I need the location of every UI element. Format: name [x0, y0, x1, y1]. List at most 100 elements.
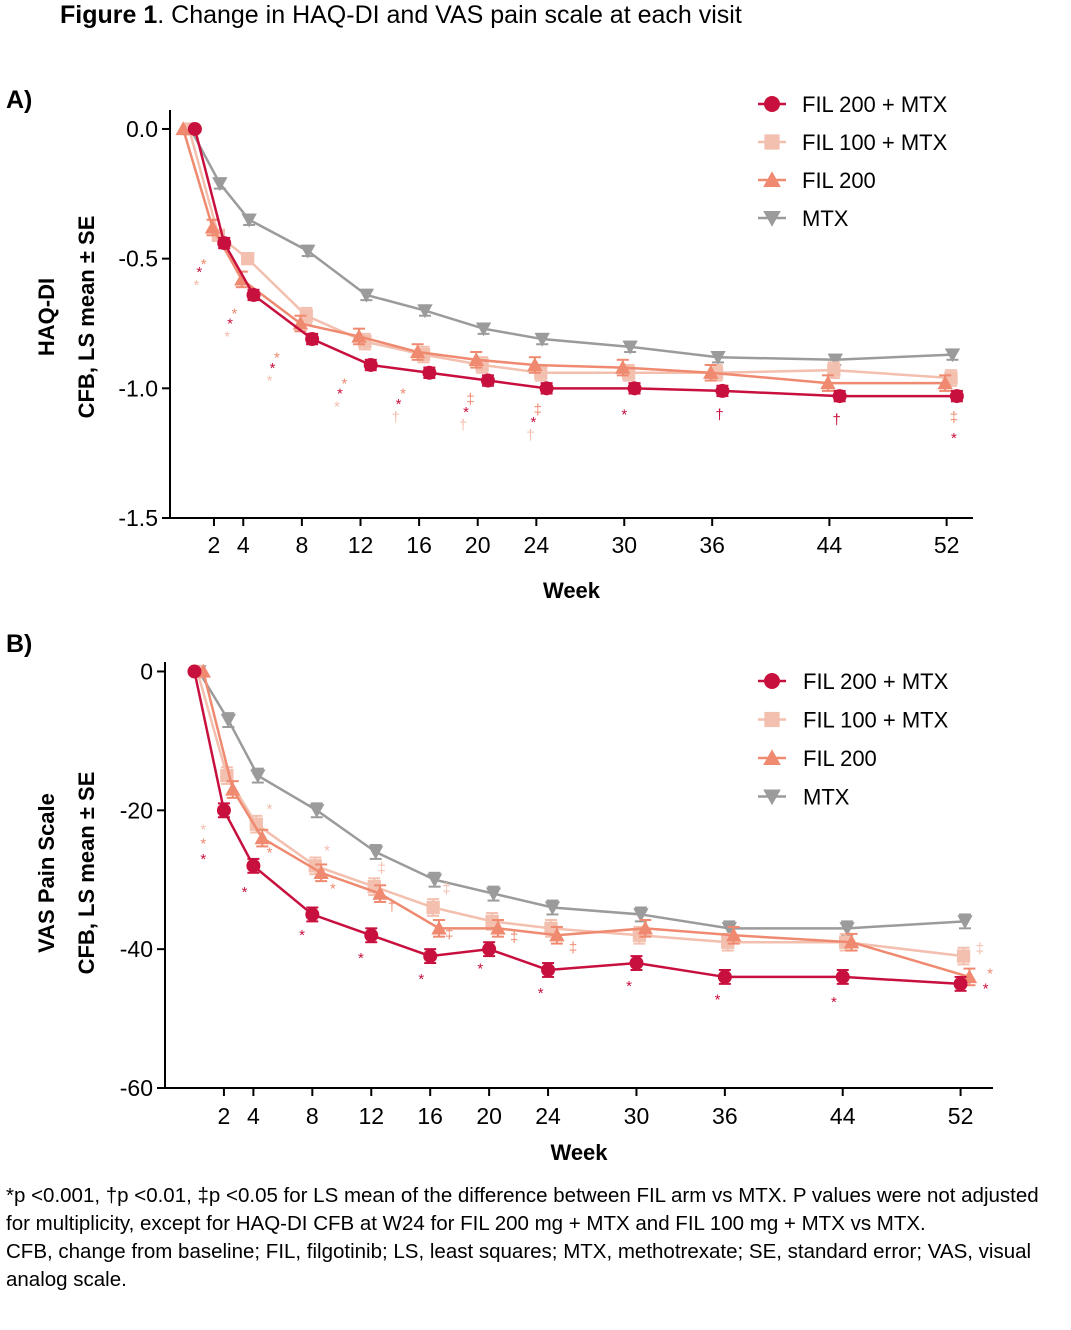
- significance-mark: *: [324, 842, 330, 859]
- x-tick-label: 12: [348, 532, 374, 558]
- data-point: [364, 928, 379, 943]
- x-tick-label: 20: [476, 1103, 502, 1129]
- data-point: [843, 934, 860, 949]
- data-point: [217, 236, 232, 251]
- significance-mark: *: [299, 927, 305, 944]
- x-tick-label: 8: [295, 532, 308, 558]
- data-point: [937, 375, 953, 390]
- significance-mark: ‡: [377, 860, 385, 877]
- significance-mark: *: [200, 822, 206, 839]
- legend-label: FIL 100 + MTX: [803, 708, 949, 733]
- legend-marker: [764, 134, 780, 150]
- significance-mark: *: [334, 399, 340, 416]
- legend-label: FIL 200 + MTX: [803, 669, 949, 694]
- data-point: [246, 858, 261, 873]
- data-point: [717, 969, 732, 984]
- x-tick-label: 36: [712, 1103, 738, 1129]
- data-point: [422, 365, 437, 380]
- significance-mark: *: [267, 845, 273, 862]
- y-axis-label-line1: HAQ-DI: [34, 278, 59, 356]
- significance-mark: *: [951, 430, 957, 447]
- data-point: [250, 769, 266, 784]
- significance-mark: *: [201, 256, 207, 273]
- data-point: [216, 803, 231, 818]
- chart-panel-b: B) VAS Pain Scale CFB, LS mean ± SE 0 -20 -40…: [6, 630, 993, 1165]
- data-point: [633, 908, 649, 923]
- legend: FIL 200 + MTX FIL 100 + MTX FIL 200 MTX: [758, 669, 949, 810]
- data-point: [485, 914, 499, 929]
- significance-mark: *: [987, 965, 993, 982]
- legend-item: FIL 200: [758, 168, 876, 193]
- y-tick-label: -20: [120, 797, 153, 823]
- data-point: [835, 969, 850, 984]
- significance-mark: *: [242, 884, 248, 901]
- legend-marker: [763, 749, 781, 766]
- data-point: [254, 830, 270, 845]
- data-point: [541, 962, 556, 977]
- data-point: [313, 865, 329, 879]
- x-tick-label: 24: [524, 532, 550, 558]
- significance-mark: *: [358, 950, 364, 967]
- series-fil-200: [175, 121, 953, 392]
- series-mtx: [191, 665, 973, 937]
- data-point: [175, 121, 191, 136]
- legend-label: FIL 100 + MTX: [802, 130, 948, 155]
- significance-mark: †: [833, 412, 841, 429]
- data-point: [715, 383, 730, 398]
- data-point: [300, 244, 316, 259]
- y-tick-label: 0.0: [126, 116, 158, 142]
- data-point: [358, 288, 375, 303]
- figure-title-text: . Change in HAQ-DI and VAS pain scale at…: [157, 1, 742, 29]
- significance-mark: *: [983, 981, 989, 998]
- y-tick-label: -0.5: [118, 246, 158, 272]
- data-point: [367, 845, 384, 860]
- significance-mark: *: [274, 349, 280, 366]
- significance-mark: ‡: [569, 940, 577, 957]
- data-point: [544, 901, 561, 916]
- significance-mark: *: [626, 978, 632, 995]
- x-tick-label: 30: [624, 1103, 650, 1129]
- legend-label: FIL 200 + MTX: [802, 92, 948, 117]
- y-tick-label: -40: [120, 936, 153, 962]
- data-point: [426, 873, 443, 888]
- data-point: [703, 365, 719, 379]
- significance-mark: ‡: [976, 940, 984, 957]
- series-fil-200: [195, 663, 978, 987]
- data-point: [490, 920, 506, 935]
- significance-mark: *: [337, 386, 343, 403]
- significance-mark: ‡: [534, 401, 542, 418]
- series-line: [193, 128, 957, 398]
- data-point: [485, 887, 502, 902]
- y-tick-label: -1.5: [118, 505, 158, 531]
- legend-item: MTX: [758, 785, 850, 810]
- data-point: [480, 373, 495, 388]
- data-point: [423, 949, 438, 964]
- data-point: [204, 219, 221, 234]
- legend-item: FIL 100 + MTX: [758, 708, 949, 733]
- y-tick-label: -60: [120, 1075, 153, 1101]
- significance-mark: ‡: [442, 881, 450, 898]
- data-point: [482, 942, 497, 957]
- data-point: [956, 949, 971, 963]
- significance-mark: *: [418, 971, 424, 988]
- data-point: [475, 322, 492, 337]
- legend-label: FIL 200: [803, 746, 877, 771]
- data-point: [827, 353, 843, 368]
- data-point: [957, 915, 973, 930]
- data-point: [949, 389, 964, 404]
- x-tick-label: 16: [406, 532, 432, 558]
- significance-mark: ‡: [950, 409, 958, 426]
- x-tick-label: 20: [465, 532, 491, 558]
- legend-label: MTX: [802, 206, 849, 231]
- significance-mark: *: [267, 801, 273, 818]
- data-point: [246, 287, 261, 302]
- data-point: [627, 381, 642, 396]
- data-point: [372, 885, 388, 900]
- significance-mark: *: [196, 264, 202, 281]
- x-tick-label: 4: [237, 532, 250, 558]
- series-fil-100-mtx: [182, 122, 958, 387]
- legend-marker: [764, 673, 780, 689]
- x-tick-label: 8: [306, 1103, 319, 1129]
- significance-mark: *: [831, 994, 837, 1011]
- chart-panel-a: A) HAQ-DI CFB, LS mean ± SE 0.0 -0.5 -1.0 -1.5…: [6, 86, 973, 603]
